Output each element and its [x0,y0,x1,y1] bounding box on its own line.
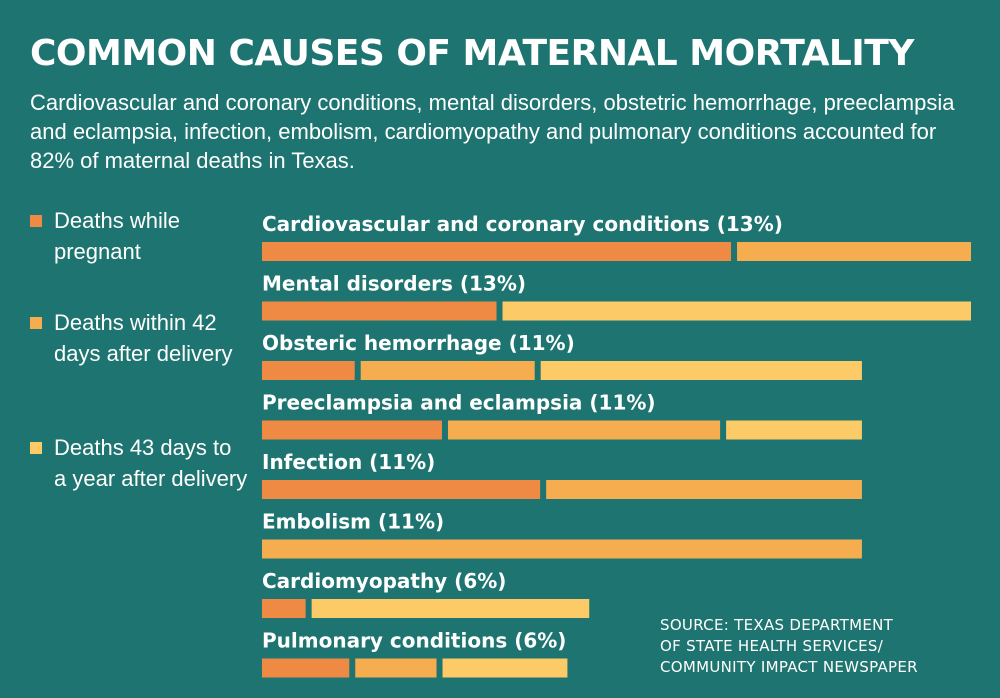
bar-segment [442,658,568,678]
legend-swatch-pregnant [30,215,42,227]
category-label: Obsteric hemorrhage (11%) [262,331,575,355]
bar-segment [502,301,971,321]
category-label: Mental disorders (13%) [262,272,526,296]
chart-title: COMMON CAUSES OF MATERNAL MORTALITY [30,33,914,74]
category-label: Cardiovascular and coronary conditions (… [262,212,783,236]
source-line: OF STATE HEALTH SERVICES/ [660,637,884,655]
bar-segment [311,599,590,618]
bar-segment [355,658,437,678]
bar-segment [726,420,862,440]
bar-segment [262,361,355,380]
bar-segment [360,361,535,380]
chart-subtitle: Cardiovascular and coronary conditions, … [30,90,955,173]
legend-label-within-42-days: Deaths within 42 days after delivery [54,310,233,366]
source-line: COMMUNITY IMPACT NEWSPAPER [660,658,918,676]
legend-label-to-a-year: Deaths 43 days to a year after delivery [54,435,248,491]
bar-segment [262,420,442,440]
category-label: Preeclampsia and eclampsia (11%) [262,391,656,415]
bar-segment [737,242,971,261]
legend-label-pregnant: Deaths while pregnant [54,208,180,264]
bar-segment [262,658,350,678]
bar-segment [540,361,862,380]
bar-segment [262,301,497,321]
bar-segment [262,539,862,559]
category-label: Cardiomyopathy (6%) [262,569,506,593]
category-label: Pulmonary conditions (6%) [262,629,566,653]
source-note: SOURCE: TEXAS DEPARTMENT OF STATE HEALTH… [660,615,980,678]
legend-swatch-within-42-days [30,317,42,329]
category-label: Embolism (11%) [262,510,444,534]
bar-segment [262,480,541,499]
bar-segment [546,480,862,499]
source-line: SOURCE: TEXAS DEPARTMENT [660,616,894,634]
bar-segment [447,420,721,440]
bar-segment [262,599,306,618]
category-label: Infection (11%) [262,450,435,474]
legend-swatch-to-a-year [30,442,42,454]
bar-segment [262,242,732,261]
